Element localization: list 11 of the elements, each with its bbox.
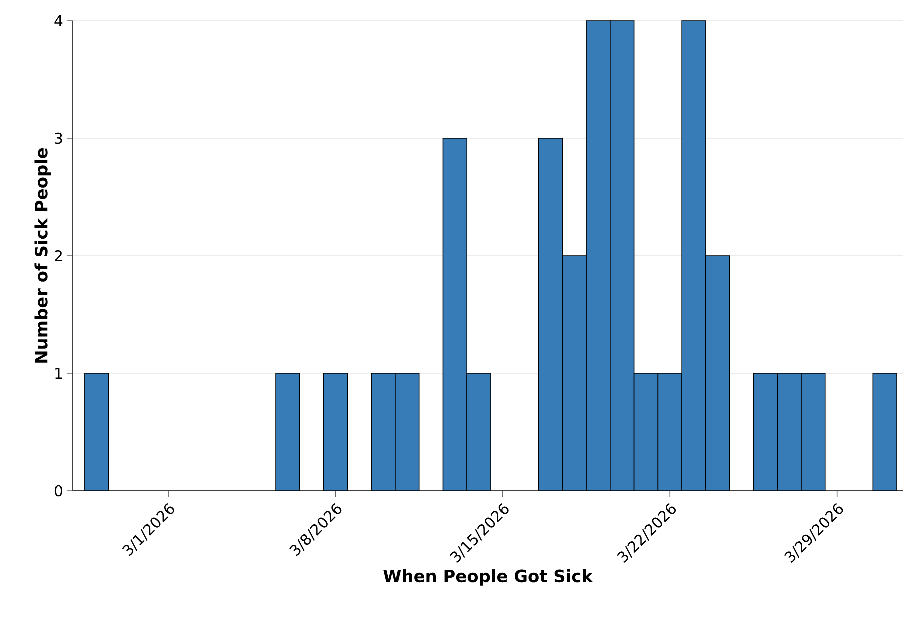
x-axis-title: When People Got Sick bbox=[384, 570, 594, 586]
y-tick-label: 1 bbox=[56, 368, 62, 379]
y-tick-label: 4 bbox=[54, 16, 63, 26]
y-tick-label: 3 bbox=[55, 132, 62, 144]
y-axis-title: Number of Sick People bbox=[34, 148, 52, 363]
bar bbox=[323, 373, 348, 492]
y-tick-label: 2 bbox=[55, 250, 62, 262]
bar bbox=[872, 373, 898, 492]
bar bbox=[276, 373, 300, 492]
y-tick-label: 0 bbox=[54, 485, 62, 497]
bar bbox=[84, 373, 110, 492]
